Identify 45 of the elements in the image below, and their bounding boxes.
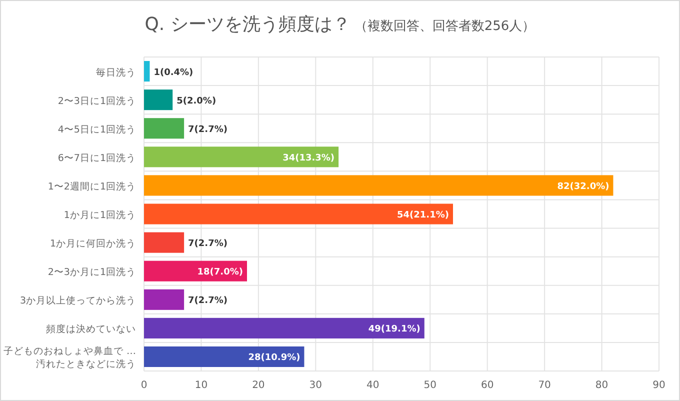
y-tick-label: 1か月に何回か洗う	[50, 238, 136, 250]
data-label: 7(2.7%)	[188, 124, 228, 135]
data-label: 7(2.7%)	[188, 239, 228, 250]
bar	[144, 204, 453, 224]
bar	[144, 60, 150, 82]
y-tick-label: 子どものおねしょや鼻血で … 汚れたときなどに洗う	[3, 345, 136, 370]
x-tick-label: 60	[480, 380, 494, 391]
bar	[144, 90, 173, 110]
y-tick-label: 3か月以上使ってから洗う	[20, 294, 136, 307]
bar	[144, 146, 339, 168]
y-tick-label: 2〜3日に1回洗う	[58, 94, 136, 107]
y-tick-label: 頻度は決めていない	[46, 323, 136, 336]
bar	[144, 318, 424, 338]
x-tick-label: 0	[140, 380, 148, 391]
y-tick-label: 2〜3か月に1回洗う	[48, 266, 136, 278]
data-label: 1(0.4%)	[154, 68, 194, 78]
bar	[144, 260, 247, 282]
data-label: 34(13.3%)	[282, 153, 335, 164]
x-tick-label: 10	[194, 380, 208, 391]
bar	[144, 175, 614, 196]
y-tick-label: 毎日洗う	[96, 66, 136, 78]
chart-subtitle: （複数回答、回答者数256人）	[354, 19, 536, 34]
x-tick-label: 50	[424, 380, 436, 391]
data-label: 28(10.9%)	[248, 353, 300, 364]
bar	[144, 232, 184, 253]
data-label: 18(7.0%)	[197, 268, 243, 278]
x-tick-label: 90	[652, 380, 666, 391]
x-tick-label: 20	[252, 380, 265, 391]
bar	[144, 289, 184, 310]
x-tick-label: 80	[595, 380, 608, 391]
chart-title: Q. シーツを洗う頻度は？	[144, 14, 350, 35]
data-label: 82(32.0%)	[557, 182, 610, 192]
data-label: 54(21.1%)	[397, 210, 449, 220]
y-tick-label: 1〜2週間に1回洗う	[48, 180, 136, 192]
y-tick-label: 6〜7日に1回洗う	[58, 152, 136, 164]
data-label: 7(2.7%)	[188, 296, 228, 306]
y-tick-label: 4〜5日に1回洗う	[58, 123, 136, 136]
data-label: 49(19.1%)	[368, 324, 420, 335]
bar	[144, 346, 304, 368]
x-tick-label: 70	[538, 380, 551, 391]
bar	[144, 118, 184, 139]
y-tick-label: 1か月に1回洗う	[64, 209, 136, 221]
x-tick-label: 30	[309, 380, 322, 391]
x-tick-label: 40	[366, 380, 380, 391]
data-label: 5(2.0%)	[176, 96, 216, 106]
